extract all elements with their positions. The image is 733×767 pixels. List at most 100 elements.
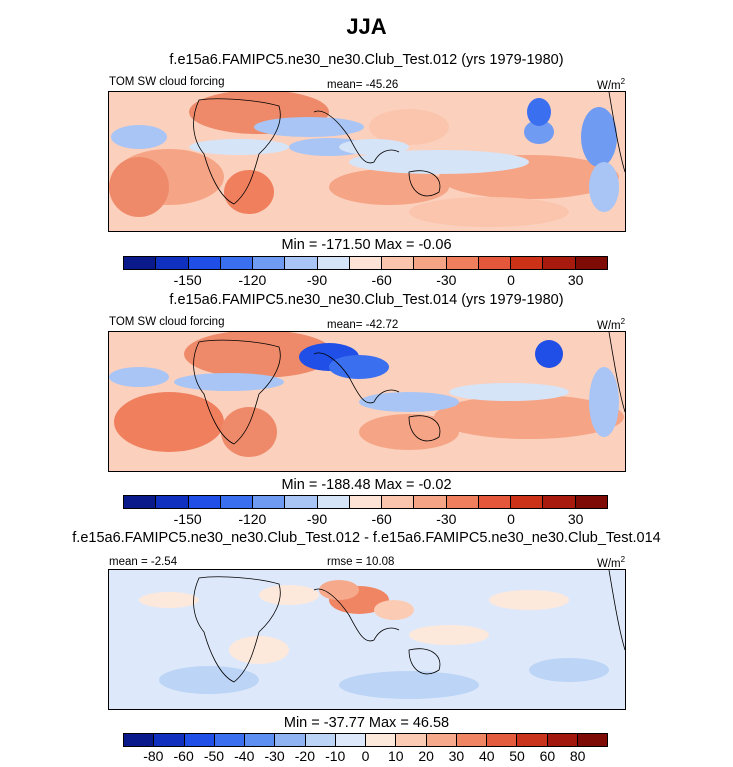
colorbar-swatch <box>220 496 254 508</box>
colorbar-swatch <box>547 734 578 746</box>
colorbar-swatch <box>511 257 544 269</box>
colorbar-tick-label: 10 <box>388 748 404 764</box>
panel-1-mean-label: mean= -45.26 <box>327 79 399 91</box>
colorbar-swatch <box>214 734 245 746</box>
colorbar-tick-label: 80 <box>569 748 586 764</box>
colorbar-swatch <box>285 496 318 508</box>
panel-2-mean-label: mean= -42.72 <box>327 319 399 331</box>
colorbar-swatch <box>456 734 487 746</box>
colorbar-swatch <box>577 734 607 746</box>
colorbar-swatch <box>220 257 254 269</box>
panel-1-colorbar-ticks: -150 -120 -90 -60 -30 0 30 <box>123 272 608 290</box>
colorbar-swatch <box>317 496 350 508</box>
colorbar-swatch <box>349 496 383 508</box>
colorbar-tick-label: -60 <box>371 272 392 288</box>
colorbar-swatch <box>414 496 447 508</box>
colorbar-swatch <box>253 496 286 508</box>
colorbar-swatch <box>317 257 350 269</box>
colorbar-swatch <box>446 257 479 269</box>
colorbar-swatch <box>275 734 306 746</box>
colorbar-swatch <box>124 496 157 508</box>
colorbar-tick-label: -120 <box>238 272 267 288</box>
panel-2-title: f.e15a6.FAMIPC5.ne30_ne30.Club_Test.014 … <box>169 292 564 308</box>
colorbar-tick-label: -60 <box>371 511 392 527</box>
colorbar-swatch <box>154 734 185 746</box>
panel-2-map <box>108 331 626 472</box>
colorbar-swatch <box>478 496 512 508</box>
panel-2-colorbar-ticks: -150 -120 -90 -60 -30 0 30 <box>123 511 608 529</box>
colorbar-swatch <box>414 257 447 269</box>
colorbar-tick-label: -30 <box>436 511 457 527</box>
colorbar-swatch <box>543 257 576 269</box>
panel-2-map-field <box>109 332 625 471</box>
colorbar-tick-label: -90 <box>306 511 328 527</box>
panel-1-map <box>108 91 626 232</box>
panel-1-variable-label: TOM SW cloud forcing <box>109 76 225 88</box>
colorbar-tick-label: -60 <box>173 748 194 764</box>
colorbar-swatch <box>188 257 221 269</box>
panel-3-title: f.e15a6.FAMIPC5.ne30_ne30.Club_Test.012 … <box>72 530 661 546</box>
colorbar-tick-label: 60 <box>539 748 556 764</box>
colorbar-tick-label: -20 <box>294 748 315 764</box>
colorbar-swatch <box>426 734 457 746</box>
panel-3-map <box>108 569 626 710</box>
colorbar-swatch <box>396 734 427 746</box>
panel-3-rmse-label: rmse = 10.08 <box>327 556 395 568</box>
colorbar-swatch <box>446 496 479 508</box>
panel-2-units: W/m2 <box>597 317 626 332</box>
page-title: JJA <box>346 14 387 39</box>
colorbar-tick-label: 0 <box>361 748 370 764</box>
colorbar-tick-label: -50 <box>203 748 225 764</box>
colorbar-swatch <box>156 496 189 508</box>
colorbar-swatch <box>575 496 607 508</box>
colorbar-swatch <box>245 734 276 746</box>
colorbar-swatch <box>124 257 157 269</box>
panel-1-colorbar <box>123 256 608 270</box>
panel-2-colorbar <box>123 495 608 509</box>
colorbar-swatch <box>543 496 576 508</box>
colorbar-tick-label: -90 <box>306 272 328 288</box>
colorbar-swatch <box>335 734 366 746</box>
colorbar-swatch <box>285 257 318 269</box>
colorbar-tick-label: 30 <box>567 272 584 288</box>
colorbar-swatch <box>188 496 221 508</box>
colorbar-swatch <box>382 257 415 269</box>
panel-3-units: W/m2 <box>597 555 626 570</box>
colorbar-swatch <box>517 734 548 746</box>
colorbar-tick-label: 20 <box>418 748 434 764</box>
colorbar-swatch <box>124 734 155 746</box>
panel-1-map-field <box>109 92 625 231</box>
panel-1-title: f.e15a6.FAMIPC5.ne30_ne30.Club_Test.012 … <box>169 52 564 68</box>
colorbar-swatch <box>349 257 383 269</box>
panel-3-map-field <box>109 570 625 709</box>
colorbar-swatch <box>487 734 518 746</box>
colorbar-swatch <box>511 496 544 508</box>
colorbar-tick-label: -80 <box>143 748 164 764</box>
colorbar-tick-label: 50 <box>509 748 525 764</box>
colorbar-swatch <box>156 257 189 269</box>
colorbar-tick-label: -120 <box>238 511 267 527</box>
colorbar-swatch <box>366 734 397 746</box>
panel-1-units: W/m2 <box>597 77 626 92</box>
colorbar-tick-label: -150 <box>173 511 202 527</box>
colorbar-tick-label: 0 <box>507 272 515 288</box>
colorbar-tick-label: 0 <box>507 511 515 527</box>
panel-3-colorbar-ticks: -80 -60 -50 -40 -30 -20 -10 0 10 20 30 40 50 60 80 <box>123 748 608 766</box>
colorbar-swatch <box>184 734 215 746</box>
colorbar-tick-label: 30 <box>448 748 465 764</box>
colorbar-swatch <box>478 257 512 269</box>
panel-2-minmax: Min = -188.48 Max = -0.02 <box>281 477 452 493</box>
colorbar-swatch <box>382 496 415 508</box>
colorbar-swatch <box>253 257 286 269</box>
colorbar-tick-label: -150 <box>173 272 202 288</box>
colorbar-tick-label: -30 <box>436 272 457 288</box>
colorbar-tick-label: 30 <box>567 511 584 527</box>
colorbar-swatch <box>305 734 336 746</box>
colorbar-tick-label: -40 <box>234 748 255 764</box>
colorbar-tick-label: 40 <box>478 748 495 764</box>
panel-2-variable-label: TOM SW cloud forcing <box>109 316 225 328</box>
panel-3-colorbar <box>123 733 608 747</box>
panel-1-minmax: Min = -171.50 Max = -0.06 <box>281 237 452 253</box>
colorbar-tick-label: -30 <box>264 748 285 764</box>
panel-3-mean-label: mean = -2.54 <box>109 556 178 568</box>
